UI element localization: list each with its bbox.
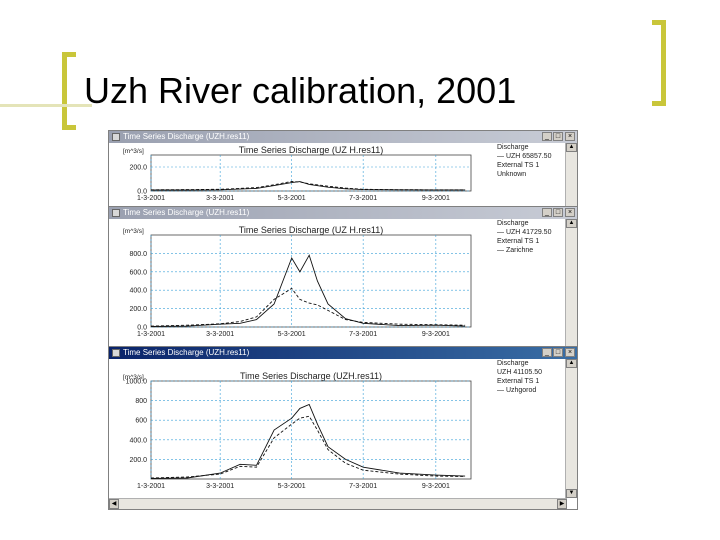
y-tick-label: 200.0: [129, 306, 147, 313]
legend-external: External TS 1: [497, 162, 540, 169]
series-line-1: [151, 181, 466, 191]
maximize-button[interactable]: □: [553, 348, 563, 357]
x-tick-label: 9-3-2001: [422, 195, 450, 202]
legend-series-2: — Zarichne: [497, 247, 534, 254]
legend-series-2: Unknown: [497, 171, 527, 178]
scroll-left-icon[interactable]: ◀: [109, 499, 119, 509]
x-tick-label: 9-3-2001: [422, 331, 450, 338]
vertical-scrollbar[interactable]: ▲: [565, 143, 577, 207]
slide-title: Uzh River calibration, 2001: [84, 70, 517, 111]
series-line-2: [150, 287, 466, 327]
x-tick-label: 9-3-2001: [422, 483, 450, 490]
x-tick-label: 3-3-2001: [206, 483, 234, 490]
minimize-button[interactable]: _: [542, 348, 552, 357]
minimize-button[interactable]: _: [542, 132, 552, 141]
app-icon: [112, 349, 120, 357]
y-tick-label: 200.0: [129, 165, 147, 172]
x-tick-label: 7-3-2001: [349, 483, 377, 490]
minimize-button[interactable]: _: [542, 208, 552, 217]
x-tick-label: 3-3-2001: [206, 331, 234, 338]
legend-series-1: UZH 41105.50: [497, 369, 543, 376]
scroll-up-icon[interactable]: ▲: [566, 219, 577, 228]
y-axis-label: [m^3/s]: [123, 374, 144, 381]
discharge-chart-3: Time Series Discharge (UZH.res11) [m^3/s]…: [123, 371, 472, 490]
legend-external: External TS 1: [497, 238, 540, 245]
x-tick-label: 3-3-2001: [206, 195, 234, 202]
x-tick-label: 1-3-2001: [137, 331, 165, 338]
x-tick-label: 5-3-2001: [278, 195, 306, 202]
legend: Discharge — UZH 65857.50 External TS 1 U…: [495, 143, 565, 179]
maximize-button[interactable]: □: [553, 208, 563, 217]
x-tick-label: 7-3-2001: [349, 331, 377, 338]
window-title: Time Series Discharge (UZH.res11): [123, 348, 250, 357]
legend-header: Discharge: [497, 360, 529, 367]
app-icon: [112, 133, 120, 141]
plot-frame: [150, 154, 472, 192]
legend: Discharge — UZH 41729.50 External TS 1 —…: [495, 219, 565, 255]
chart-title: Time Series Discharge (UZ H.res11): [239, 145, 384, 155]
chart-window-1[interactable]: Time Series Discharge (UZH.res11) _ □ × …: [108, 130, 578, 208]
y-tick-label: 800: [135, 398, 147, 405]
horizontal-scrollbar[interactable]: ◀ ▶: [109, 498, 567, 509]
legend: Discharge UZH 41105.50 External TS 1 — U…: [495, 359, 565, 395]
close-button[interactable]: ×: [565, 208, 575, 217]
close-button[interactable]: ×: [565, 132, 575, 141]
close-button[interactable]: ×: [565, 348, 575, 357]
scroll-down-icon[interactable]: ▼: [566, 489, 577, 498]
legend-series-1: — UZH 65857.50: [497, 153, 552, 160]
legend-series-1: — UZH 41729.50: [497, 229, 552, 236]
window-titlebar[interactable]: Time Series Discharge (UZH.res11) _ □ ×: [109, 131, 577, 143]
chart-title: Time Series Discharge (UZ H.res11): [239, 225, 384, 235]
series-line-1: [150, 403, 466, 479]
plot-frame: [150, 234, 472, 328]
window-titlebar[interactable]: Time Series Discharge (UZH.res11) _ □ ×: [109, 207, 577, 219]
y-tick-label: 200.0: [129, 457, 147, 464]
y-tick-label: 1000.0: [126, 379, 148, 386]
y-tick-label: 0.0: [137, 325, 147, 332]
chart-window-3[interactable]: Time Series Discharge (UZH.res11) _ □ × …: [108, 346, 578, 510]
y-tick-label: 800.0: [129, 251, 147, 258]
legend-header: Discharge: [497, 144, 529, 151]
discharge-chart-2: Time Series Discharge (UZ H.res11) [m^3/s…: [123, 225, 472, 338]
x-tick-label: 7-3-2001: [349, 195, 377, 202]
legend-header: Discharge: [497, 220, 529, 227]
y-tick-label: 600.0: [129, 269, 147, 276]
discharge-chart-1: Time Series Discharge (UZ H.res11) [m^3/s…: [123, 145, 472, 202]
series-line-2: [150, 415, 466, 479]
window-title: Time Series Discharge (UZH.res11): [123, 132, 250, 141]
x-tick-label: 5-3-2001: [278, 331, 306, 338]
scroll-up-icon[interactable]: ▲: [566, 143, 577, 152]
x-tick-label: 1-3-2001: [137, 483, 165, 490]
series-line-2: [150, 180, 466, 191]
legend-external: External TS 1: [497, 378, 540, 385]
y-tick-label: 0.0: [137, 189, 147, 196]
window-titlebar[interactable]: Time Series Discharge (UZH.res11) _ □ ×: [109, 347, 577, 359]
series-line-1: [150, 254, 466, 327]
scroll-right-icon[interactable]: ▶: [557, 499, 567, 509]
vertical-scrollbar[interactable]: ▲: [565, 219, 577, 347]
legend-series-2: — Uzhgorod: [497, 387, 537, 394]
chart-title: Time Series Discharge (UZH.res11): [240, 371, 382, 381]
title-rule: [0, 104, 92, 107]
x-tick-label: 5-3-2001: [278, 483, 306, 490]
app-icon: [112, 209, 120, 217]
x-tick-label: 1-3-2001: [137, 195, 165, 202]
y-axis-label: [m^3/s]: [123, 148, 144, 155]
y-tick-label: 600: [135, 418, 147, 425]
y-tick-label: 400.0: [129, 437, 147, 444]
vertical-scrollbar[interactable]: ▲ ▼: [565, 359, 577, 498]
y-tick-label: 400.0: [129, 288, 147, 295]
title-bracket-right: [652, 20, 666, 106]
maximize-button[interactable]: □: [553, 132, 563, 141]
window-title: Time Series Discharge (UZH.res11): [123, 208, 250, 217]
plot-frame: [150, 380, 472, 480]
y-axis-label: [m^3/s]: [123, 228, 144, 235]
chart-window-2[interactable]: Time Series Discharge (UZH.res11) _ □ × …: [108, 206, 578, 348]
scroll-up-icon[interactable]: ▲: [566, 359, 577, 368]
title-bracket-left: [62, 52, 76, 130]
